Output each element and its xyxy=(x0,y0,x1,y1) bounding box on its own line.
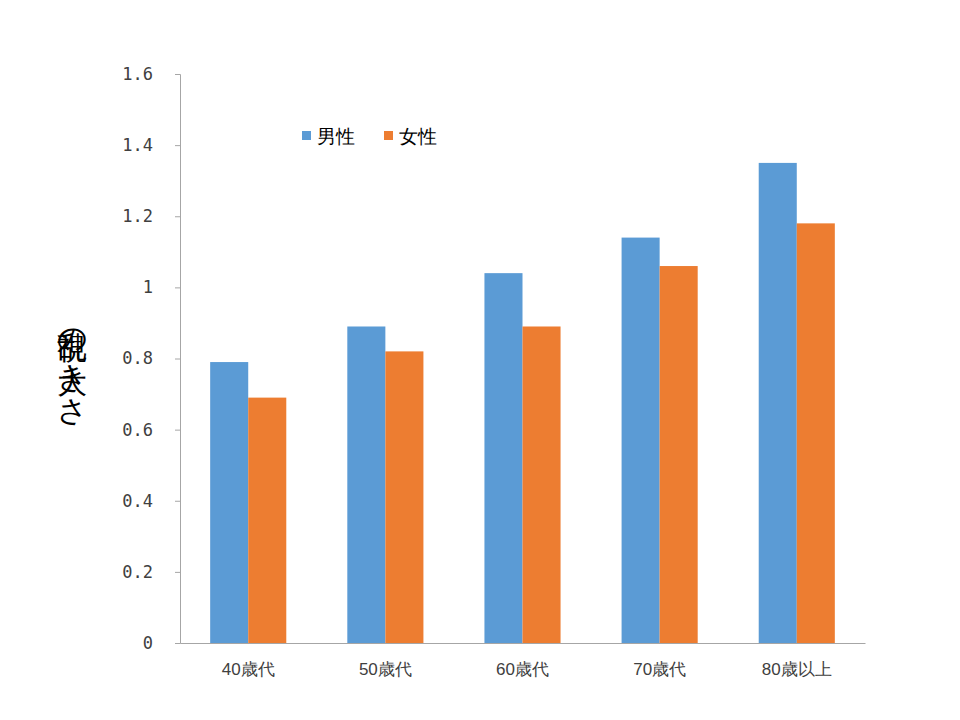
bar xyxy=(660,266,698,643)
x-tick: 80歳以上 xyxy=(762,643,832,679)
y-tick-mark xyxy=(175,145,180,146)
plot-area: 0 0.2 0.4 0.6 0.8 1 1.2 1.4 1.6 40歳代 50歳代 60歳代 70歳代 8… xyxy=(122,64,865,679)
y-tick: 0.8 xyxy=(122,348,180,368)
legend-swatch xyxy=(302,131,311,140)
y-tick: 1.6 xyxy=(122,64,180,84)
y-axis-line xyxy=(175,75,181,644)
x-axis: 40歳代 50歳代 60歳代 70歳代 80歳以上 xyxy=(181,643,866,679)
y-tick: 1.2 xyxy=(122,206,180,226)
y-tick-label: 0 xyxy=(143,633,153,653)
y-tick-mark xyxy=(175,359,180,360)
y-tick-mark xyxy=(175,572,180,573)
y-tick-mark xyxy=(175,287,180,288)
x-tick-label: 40歳代 xyxy=(222,660,275,679)
bar xyxy=(248,398,286,643)
legend-item: 女性 xyxy=(384,125,437,147)
y-tick-label: 0.6 xyxy=(122,420,153,440)
x-tick-label: 60歳代 xyxy=(496,660,549,679)
bar xyxy=(797,223,835,643)
y-tick-mark xyxy=(175,74,180,75)
y-tick-label: 1 xyxy=(143,277,153,297)
legend-item: 男性 xyxy=(302,125,355,147)
y-tick-label: 1.2 xyxy=(122,206,153,226)
y-tick-label: 0.2 xyxy=(122,562,153,582)
bar-series xyxy=(210,163,797,643)
y-tick-label: 1.6 xyxy=(122,64,153,84)
y-tick-label: 0.8 xyxy=(122,348,153,368)
y-tick-label: 1.4 xyxy=(122,135,153,155)
legend-label: 女性 xyxy=(399,125,437,147)
bar xyxy=(385,351,423,643)
chart: 0 0.2 0.4 0.6 0.8 1 1.2 1.4 1.6 40歳代 50歳代 60歳代 70歳代 8… xyxy=(0,0,960,720)
y-tick: 1 xyxy=(143,277,180,297)
y-tick: 0.2 xyxy=(122,562,180,582)
legend-label: 男性 xyxy=(317,125,355,147)
y-tick-mark xyxy=(175,430,180,431)
legend: 男性 女性 xyxy=(302,125,437,147)
bar xyxy=(347,326,385,643)
y-tick-mark xyxy=(175,643,180,644)
x-tick: 70歳代 xyxy=(633,643,686,679)
bar xyxy=(484,273,522,643)
legend-swatch xyxy=(384,131,393,140)
y-axis: 0 0.2 0.4 0.6 0.8 1 1.2 1.4 1.6 xyxy=(122,64,180,653)
bars xyxy=(210,163,835,643)
x-tick: 40歳代 xyxy=(222,643,275,679)
x-tick-label: 50歳代 xyxy=(359,660,412,679)
x-tick: 60歳代 xyxy=(496,643,549,679)
x-axis-line xyxy=(181,643,866,644)
x-tick: 50歳代 xyxy=(359,643,412,679)
y-tick-label: 0.4 xyxy=(122,491,153,511)
y-tick: 0.6 xyxy=(122,420,180,440)
y-tick: 0.4 xyxy=(122,491,180,511)
y-tick-mark xyxy=(175,501,180,502)
x-tick-label: 70歳代 xyxy=(633,660,686,679)
bar xyxy=(759,163,797,643)
y-tick-mark xyxy=(175,216,180,217)
bar xyxy=(210,362,248,643)
y-tick: 1.4 xyxy=(122,135,180,155)
x-tick-label: 80歳以上 xyxy=(762,660,832,679)
bar-series xyxy=(248,223,835,643)
bar xyxy=(523,326,561,643)
bar xyxy=(622,238,660,643)
y-axis-title: 乱視の大きさ xyxy=(55,309,90,426)
y-tick: 0 xyxy=(143,633,180,653)
